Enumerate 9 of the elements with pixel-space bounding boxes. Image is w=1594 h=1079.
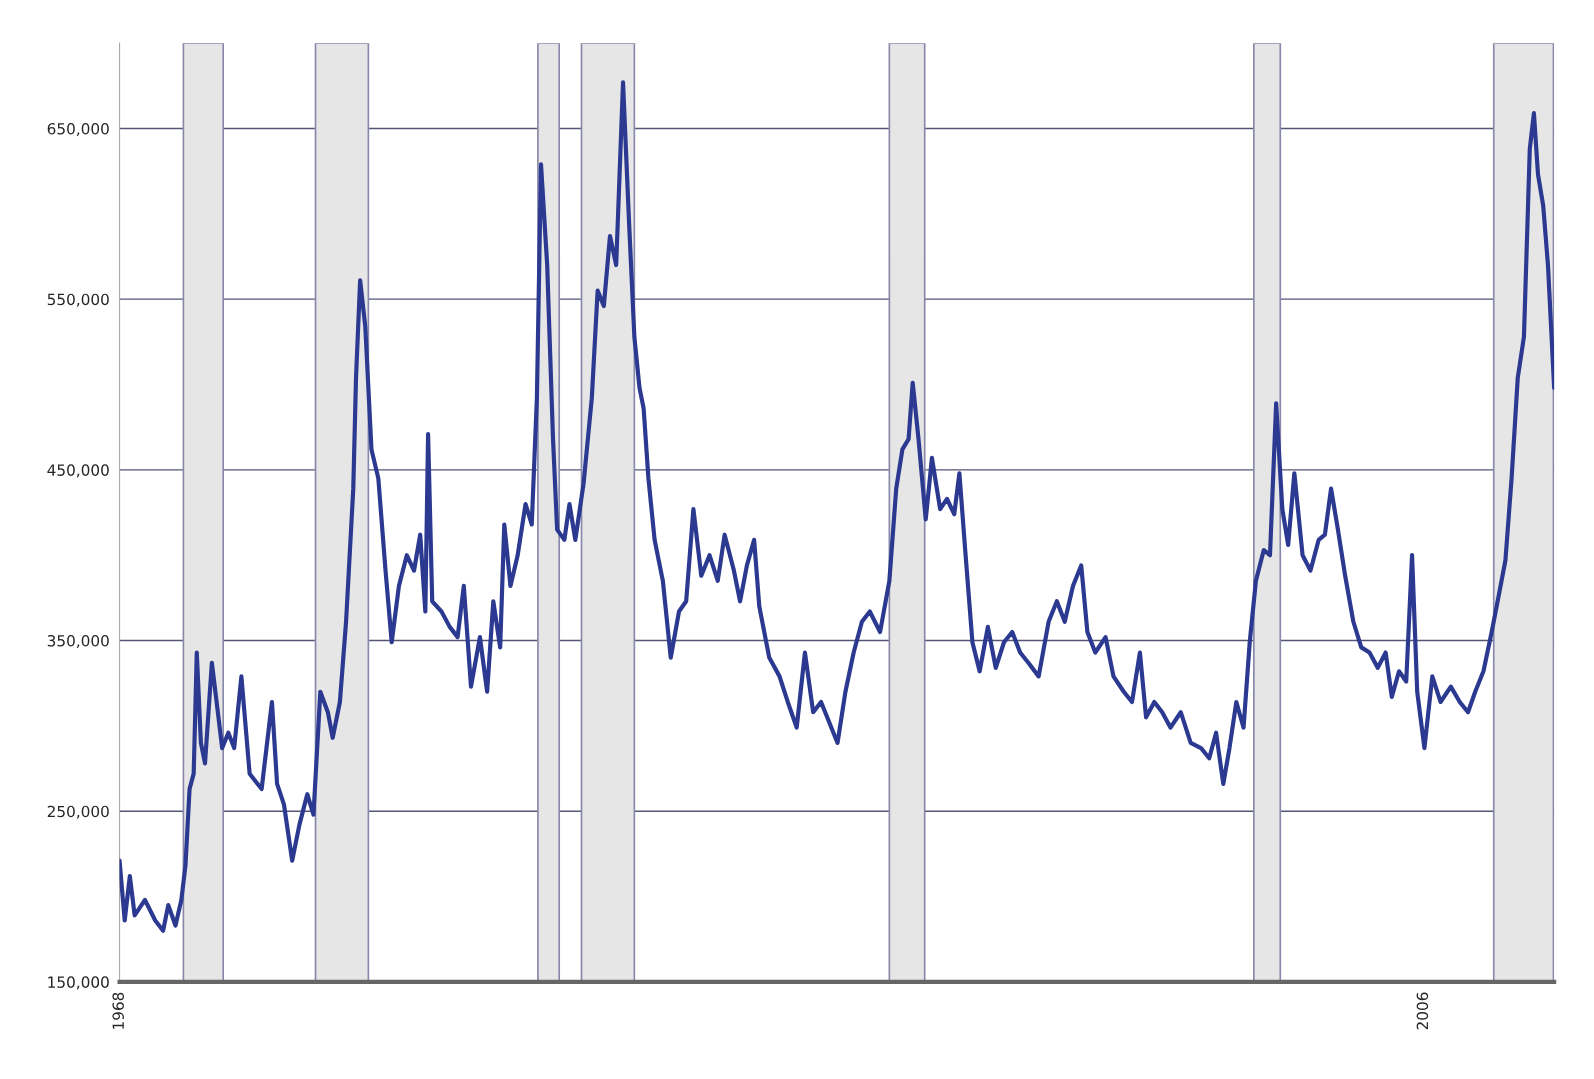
y-tick-label: 450,000 xyxy=(47,464,109,478)
x-tick-label: 2006 xyxy=(1416,992,1429,1030)
y-tick-label: 650,000 xyxy=(47,122,109,137)
y-tick-label: 150,000 xyxy=(48,976,109,990)
y-tick-label: 350,000 xyxy=(47,635,109,649)
x-tick-label: 1968 xyxy=(112,992,124,1029)
y-tick-label: 250,000 xyxy=(47,805,109,819)
line-series xyxy=(119,80,1555,933)
y-tick-label: 550,000 xyxy=(47,293,109,307)
